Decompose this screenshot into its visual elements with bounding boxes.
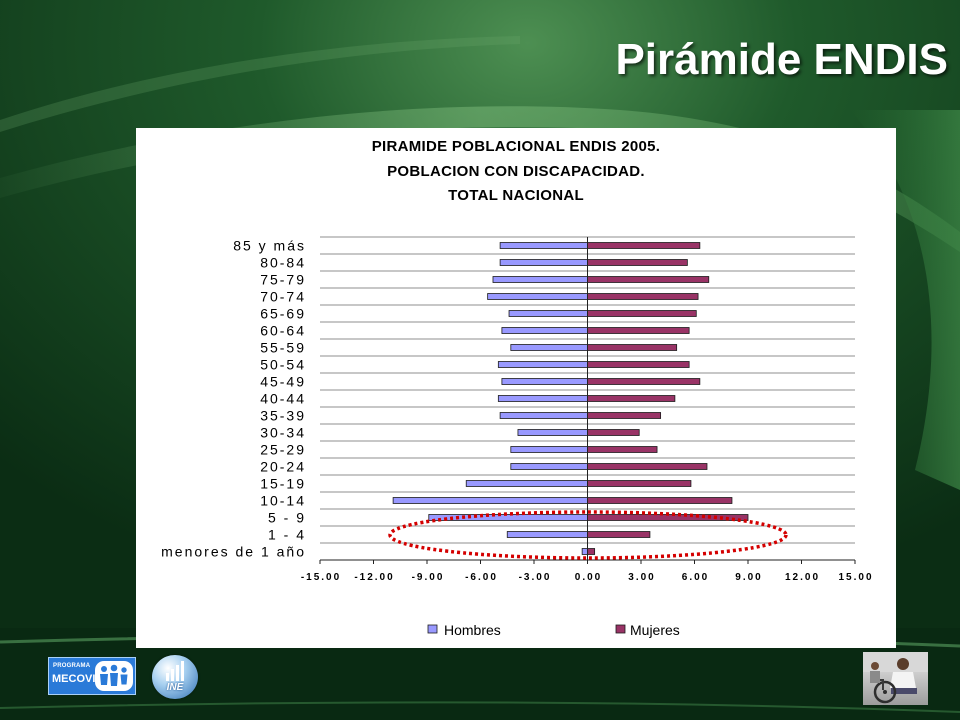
category-labels: 85 y más80-8475-7970-7465-6960-6455-5950… <box>161 238 306 560</box>
bar-hombres <box>510 344 588 351</box>
category-label: 5 - 9 <box>268 510 306 526</box>
bar-mujeres <box>587 259 688 266</box>
bar-hombres <box>506 531 588 538</box>
x-tick-label: -3.00 <box>519 572 552 583</box>
wheelchair-user-photo <box>863 652 928 705</box>
category-label: 1 - 4 <box>268 527 306 543</box>
bar-hombres <box>497 361 588 368</box>
category-label: 55-59 <box>260 340 306 356</box>
bar-hombres <box>510 463 588 470</box>
legend-swatch-hombres <box>427 624 438 634</box>
category-label: 15-19 <box>260 476 306 492</box>
legend-label-mujeres: Mujeres <box>630 622 680 638</box>
legend-label-hombres: Hombres <box>444 622 501 638</box>
category-label: 30-34 <box>260 425 306 441</box>
bar-hombres <box>499 259 588 266</box>
ine-logo: INE <box>152 655 198 699</box>
legend: Hombres Mujeres <box>427 622 680 638</box>
bar-hombres <box>501 327 588 334</box>
x-tick-label: -9.00 <box>412 572 445 583</box>
category-label: 75-79 <box>260 272 306 288</box>
x-tick-label: 6.00 <box>682 572 709 583</box>
category-label: 85 y más <box>233 238 306 254</box>
bar-mujeres <box>587 446 658 453</box>
category-label: 50-54 <box>260 357 306 373</box>
bar-mujeres <box>587 361 690 368</box>
bar-mujeres <box>587 429 640 436</box>
bar-hombres <box>508 310 588 317</box>
bar-mujeres <box>587 463 708 470</box>
category-label: 70-74 <box>260 289 306 305</box>
category-label: 25-29 <box>260 442 306 458</box>
bar-mujeres <box>587 310 697 317</box>
chart-title-line-3: TOTAL NACIONAL <box>448 187 584 204</box>
bar-mujeres <box>587 480 692 487</box>
ine-logo-text: INE <box>166 682 184 693</box>
highlight-ellipse <box>388 510 788 560</box>
bar-hombres <box>487 293 588 300</box>
category-label: 45-49 <box>260 374 306 390</box>
x-tick-label: -12.00 <box>354 572 394 583</box>
bar-mujeres <box>587 548 596 555</box>
category-label: 35-39 <box>260 408 306 424</box>
plot-area: -15.00 -12.00 -9.00 -6.00 -3.00 0.00 3.00 6.00 9… <box>161 236 873 583</box>
bar-mujeres <box>587 531 651 538</box>
category-label: 20-24 <box>260 459 306 475</box>
bar-mujeres <box>587 395 676 402</box>
mecovi-logo: PROGRAMA MECOVI <box>48 657 136 695</box>
bar-hombres <box>465 480 588 487</box>
bar-mujeres <box>587 242 701 249</box>
population-pyramid-chart: PIRAMIDE POBLACIONAL ENDIS 2005. POBLACI… <box>161 138 873 638</box>
x-tick-label: -6.00 <box>465 572 498 583</box>
bar-mujeres <box>587 344 678 351</box>
bar-chart-icon <box>166 661 184 681</box>
bar-hombres <box>501 378 588 385</box>
x-tick-label: -15.00 <box>301 572 341 583</box>
slide-title: Pirámide ENDIS <box>615 35 948 84</box>
x-tick-label: 3.00 <box>628 572 655 583</box>
bar-hombres <box>517 429 588 436</box>
category-label: menores de 1 año <box>161 544 306 560</box>
bar-hombres <box>499 242 588 249</box>
category-label: 40-44 <box>260 391 306 407</box>
x-tick-labels: -15.00 -12.00 -9.00 -6.00 -3.00 0.00 3.00 6.00 9… <box>301 560 873 583</box>
bar-mujeres <box>587 497 733 504</box>
category-label: 10-14 <box>260 493 306 509</box>
x-tick-label: 9.00 <box>735 572 762 583</box>
people-icon <box>95 661 133 691</box>
bar-hombres <box>497 395 588 402</box>
bar-mujeres <box>587 276 710 283</box>
bar-mujeres <box>587 327 690 334</box>
series-mujeres <box>587 242 749 555</box>
category-label: 65-69 <box>260 306 306 322</box>
bar-hombres <box>581 548 588 555</box>
chart-title-line-1: PIRAMIDE POBLACIONAL ENDIS 2005. <box>372 138 661 155</box>
chart-panel: PIRAMIDE POBLACIONAL ENDIS 2005. POBLACI… <box>136 128 896 648</box>
bar-hombres <box>492 276 588 283</box>
bar-hombres <box>499 412 588 419</box>
category-label: 80-84 <box>260 255 306 271</box>
series-hombres <box>392 242 588 555</box>
bar-hombres <box>392 497 588 504</box>
legend-swatch-mujeres <box>615 624 626 634</box>
x-tick-label: 12.00 <box>785 572 820 583</box>
bar-hombres <box>510 446 588 453</box>
bar-mujeres <box>587 293 699 300</box>
category-label: 60-64 <box>260 323 306 339</box>
mecovi-logo-program-text: PROGRAMA <box>53 663 91 669</box>
mecovi-logo-name-text: MECOVI <box>52 673 96 685</box>
x-tick-label: 15.00 <box>838 572 873 583</box>
chart-title-line-2: POBLACION CON DISCAPACIDAD. <box>387 163 645 180</box>
bar-mujeres <box>587 412 662 419</box>
bar-mujeres <box>587 378 701 385</box>
x-tick-label: 0.00 <box>575 572 602 583</box>
